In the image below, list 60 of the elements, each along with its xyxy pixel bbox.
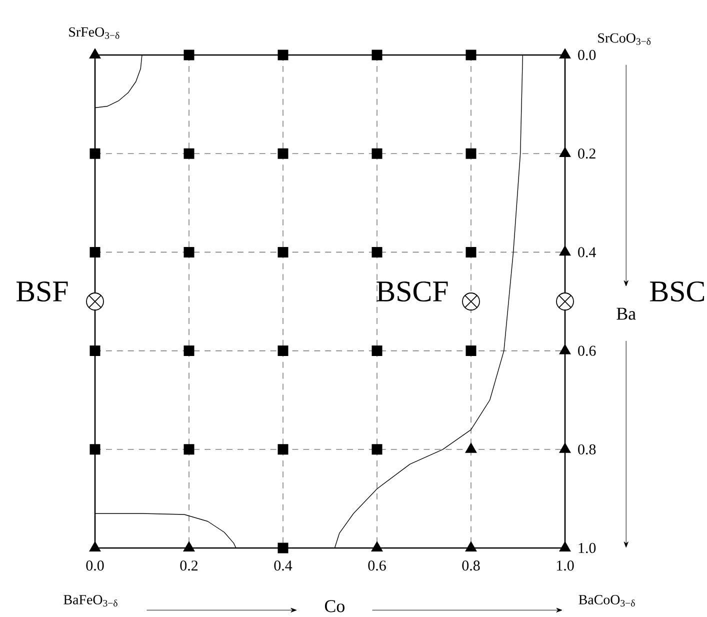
annotation: SrCoO$_{3−δ}$ bbox=[598, 33, 651, 45]
point bbox=[466, 346, 476, 356]
annotation: BSCF bbox=[376, 281, 448, 302]
point bbox=[89, 542, 101, 552]
point bbox=[559, 48, 571, 58]
y-axis-title: Ba bbox=[616, 308, 636, 320]
point bbox=[184, 444, 194, 455]
point bbox=[559, 147, 571, 158]
point bbox=[371, 542, 383, 552]
text: BaCoO$_{3−δ}$ bbox=[578, 595, 635, 607]
text: BaFeO$_{3−δ}$ bbox=[64, 595, 118, 607]
point bbox=[184, 148, 194, 159]
point bbox=[89, 48, 101, 58]
x-tick-label: 0.2 bbox=[180, 560, 198, 571]
x-tick-label: 0.0 bbox=[86, 560, 104, 571]
point bbox=[559, 542, 571, 552]
point bbox=[90, 148, 100, 159]
y-tick-label: 0.2 bbox=[578, 148, 596, 159]
point bbox=[559, 344, 571, 354]
point bbox=[278, 148, 288, 159]
point bbox=[372, 346, 382, 356]
point bbox=[183, 542, 195, 552]
point bbox=[466, 246, 476, 258]
point bbox=[90, 246, 100, 258]
point bbox=[465, 442, 477, 453]
point bbox=[278, 444, 288, 455]
point bbox=[184, 246, 194, 258]
point bbox=[559, 442, 571, 453]
annotation: BSF bbox=[16, 281, 68, 302]
point bbox=[278, 50, 288, 60]
y-tick-label: 1.0 bbox=[578, 542, 596, 554]
point bbox=[372, 444, 382, 455]
x-tick-label: 0.6 bbox=[368, 560, 386, 571]
x-tick-label: 0.8 bbox=[462, 560, 480, 571]
x-tick-label: 1.0 bbox=[556, 560, 574, 571]
point bbox=[278, 246, 288, 258]
point bbox=[466, 50, 476, 60]
point bbox=[559, 246, 571, 256]
point bbox=[278, 542, 288, 554]
point bbox=[278, 346, 288, 356]
point bbox=[465, 542, 477, 552]
point bbox=[86, 292, 104, 310]
annotation: BSC bbox=[650, 281, 704, 302]
y-tick-label: 0.0 bbox=[578, 50, 596, 60]
annotation: SrFeO$_{3−δ}$ bbox=[69, 27, 120, 39]
x-tick-label: 0.4 bbox=[274, 560, 292, 571]
y-tick-label: 0.6 bbox=[578, 346, 596, 356]
point bbox=[184, 346, 194, 356]
point bbox=[372, 50, 382, 60]
point bbox=[462, 292, 480, 310]
point bbox=[90, 346, 100, 356]
x-axis-title: Co bbox=[324, 600, 344, 612]
y-tick-label: 0.8 bbox=[578, 444, 596, 454]
point bbox=[372, 148, 382, 159]
point bbox=[372, 246, 382, 258]
point bbox=[90, 444, 100, 455]
y-tick-label: 0.4 bbox=[578, 247, 596, 258]
point bbox=[556, 292, 574, 310]
point bbox=[184, 50, 194, 60]
point bbox=[466, 148, 476, 159]
